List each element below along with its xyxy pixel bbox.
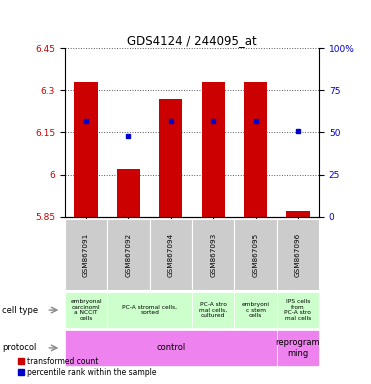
Text: GSM867092: GSM867092: [125, 232, 131, 276]
Legend: transformed count, percentile rank within the sample: transformed count, percentile rank withi…: [15, 354, 160, 380]
Text: embryonal
carcinoml
a NCCIT
cells: embryonal carcinoml a NCCIT cells: [70, 299, 102, 321]
Bar: [244, 82, 267, 217]
Bar: [201, 82, 225, 217]
Text: protocol: protocol: [2, 343, 36, 353]
Text: GSM867094: GSM867094: [168, 232, 174, 276]
Text: control: control: [156, 343, 186, 353]
Text: GSM867093: GSM867093: [210, 232, 216, 276]
Text: embryoni
c stem
cells: embryoni c stem cells: [242, 302, 269, 318]
Bar: [75, 82, 98, 217]
Bar: [286, 211, 309, 217]
Title: GDS4124 / 244095_at: GDS4124 / 244095_at: [127, 34, 257, 47]
Text: cell type: cell type: [2, 306, 38, 314]
Text: GSM867091: GSM867091: [83, 232, 89, 276]
Text: GSM867095: GSM867095: [253, 232, 259, 276]
Bar: [159, 99, 183, 217]
Text: PC-A stromal cells,
sorted: PC-A stromal cells, sorted: [122, 305, 177, 316]
Bar: [117, 169, 140, 217]
Text: GSM867096: GSM867096: [295, 232, 301, 276]
Text: IPS cells
from
PC-A stro
mal cells: IPS cells from PC-A stro mal cells: [285, 299, 311, 321]
Text: PC-A stro
mal cells,
cultured: PC-A stro mal cells, cultured: [199, 302, 227, 318]
Text: reprogram
ming: reprogram ming: [276, 338, 320, 358]
